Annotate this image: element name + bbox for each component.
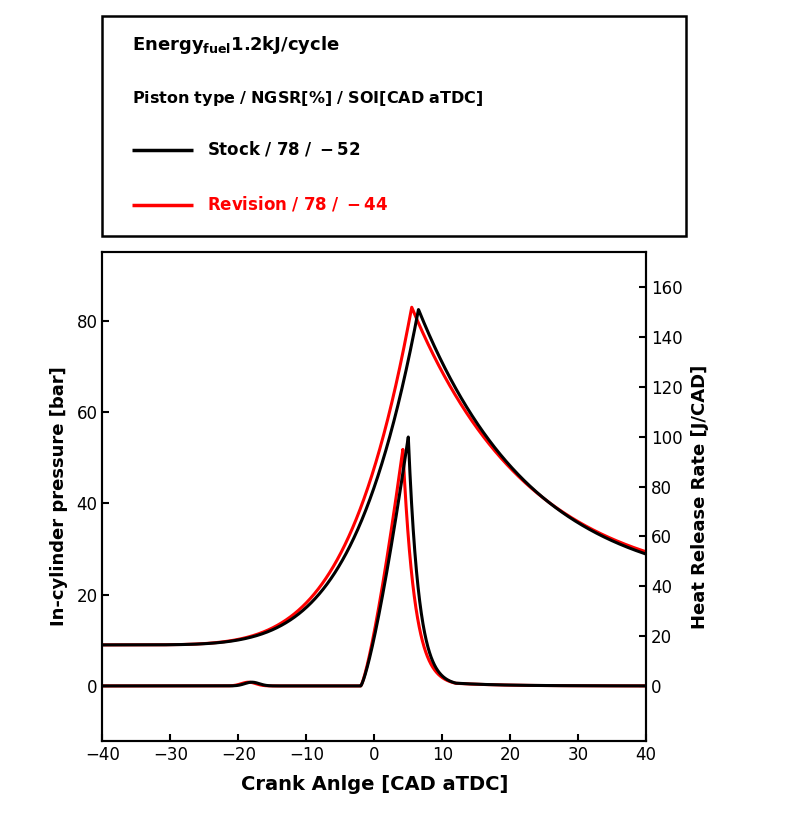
FancyBboxPatch shape — [102, 16, 686, 236]
Text: Energy$_{\mathbf{fuel}}$$\bf{ 1.2kJ/cycle}$: Energy$_{\mathbf{fuel}}$$\bf{ 1.2kJ/cycl… — [132, 34, 340, 56]
Y-axis label: In-cylinder pressure [bar]: In-cylinder pressure [bar] — [50, 366, 68, 627]
Text: $\bf{Revision\ /\ 78\ /\ -44}$: $\bf{Revision\ /\ 78\ /\ -44}$ — [207, 195, 388, 213]
Text: $\bf{Piston\ type\ /\ NGSR[\%]\ /\ SOI[CAD\ aTDC]}$: $\bf{Piston\ type\ /\ NGSR[\%]\ /\ SOI[C… — [132, 89, 483, 107]
Text: $\bf{Stock\ /\ 78\ /\ -52}$: $\bf{Stock\ /\ 78\ /\ -52}$ — [207, 139, 361, 159]
X-axis label: Crank Anlge [CAD aTDC]: Crank Anlge [CAD aTDC] — [240, 775, 508, 794]
Y-axis label: Heat Release Rate [J/CAD]: Heat Release Rate [J/CAD] — [691, 365, 709, 628]
